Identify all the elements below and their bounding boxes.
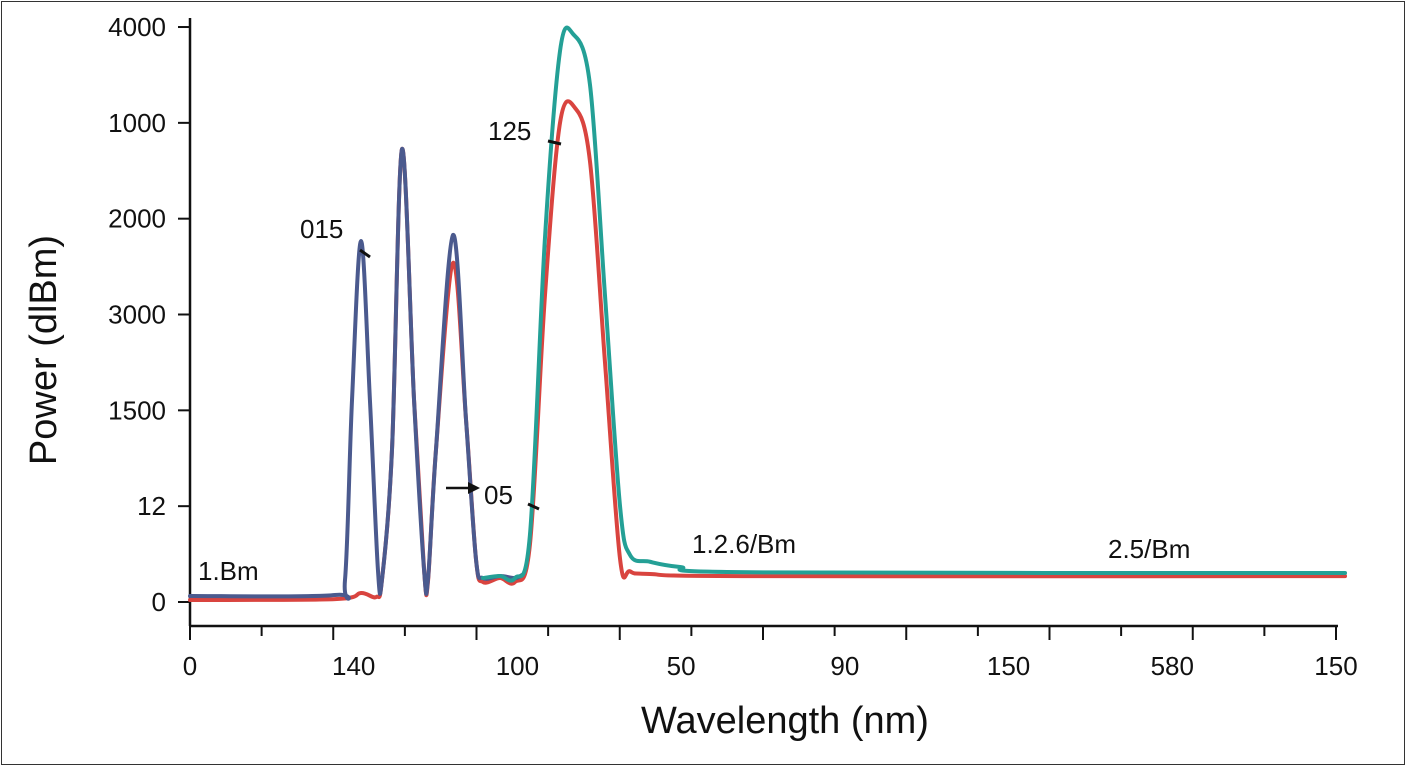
y-tick-label: 0 — [152, 587, 166, 617]
annotation-125: 125 — [488, 116, 531, 146]
x-tick-label: 150 — [1314, 651, 1357, 681]
annotation-05: 05 — [484, 480, 513, 510]
axes: 0 140 100 50 90 150 580 15001215003000200010004… — [108, 12, 1358, 681]
x-tick-label: 580 — [1151, 651, 1194, 681]
annotation-015: 015 — [300, 214, 343, 244]
annotations: 015 125 05 1.Bm 1.2.6/Bm 2.5/Bm — [198, 116, 1190, 586]
y-tick-label: 3000 — [108, 300, 166, 330]
x-tick-label: 90 — [830, 651, 859, 681]
annotation-125-leader — [547, 139, 562, 146]
annotation-25bm: 2.5/Bm — [1108, 534, 1190, 564]
y-tick-label: 1000 — [108, 108, 166, 138]
x-tick-label: 100 — [496, 651, 539, 681]
y-tick-label: 12 — [137, 491, 166, 521]
x-tick-label: 140 — [332, 651, 375, 681]
annotation-1bm: 1.Bm — [198, 556, 259, 586]
y-tick-label: 1500 — [108, 395, 166, 425]
annotation-015-leader — [359, 248, 371, 259]
annotation-126bm: 1.2.6/Bm — [692, 529, 796, 559]
y-tick-label: 2000 — [108, 204, 166, 234]
series-line-0 — [188, 146, 525, 601]
series-line-1 — [188, 99, 1348, 602]
y-tick-label: 4000 — [108, 12, 166, 42]
series-group — [188, 25, 1348, 602]
x-tick-label: 0 — [183, 651, 197, 681]
x-tick-label: 50 — [667, 651, 696, 681]
arrow-head-icon — [468, 482, 480, 494]
series-line-2 — [480, 25, 1348, 583]
x-axis-label: Wavelength (nm) — [641, 700, 929, 742]
annotation-05-leader — [527, 502, 540, 511]
y-axis-label: Power (dlBm) — [23, 235, 65, 465]
x-tick-label: 150 — [987, 651, 1030, 681]
